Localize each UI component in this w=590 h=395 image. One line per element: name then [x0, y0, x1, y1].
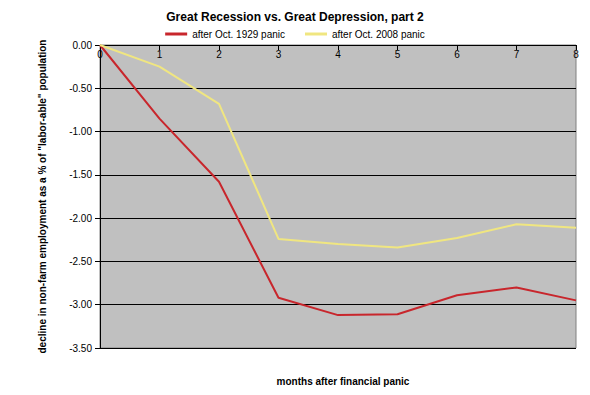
svg-text:decline in non-farm employment: decline in non-farm employment as a % of… [37, 40, 48, 354]
svg-text:0.00: 0.00 [73, 40, 93, 51]
svg-text:4: 4 [335, 49, 341, 60]
svg-text:-3.00: -3.00 [69, 299, 92, 310]
svg-text:5: 5 [395, 49, 401, 60]
svg-text:6: 6 [454, 49, 460, 60]
svg-text:-1.50: -1.50 [69, 169, 92, 180]
svg-text:-3.50: -3.50 [69, 343, 92, 354]
svg-text:8: 8 [573, 49, 579, 60]
svg-text:-1.00: -1.00 [69, 126, 92, 137]
svg-text:3: 3 [276, 49, 282, 60]
svg-text:7: 7 [514, 49, 520, 60]
svg-text:months after financial panic: months after financial panic [277, 376, 410, 387]
svg-text:-0.50: -0.50 [69, 83, 92, 94]
svg-text:-2.00: -2.00 [69, 213, 92, 224]
svg-text:Great Recession vs. Great Depr: Great Recession vs. Great Depression, pa… [166, 10, 424, 24]
svg-text:after Oct. 2008 panic: after Oct. 2008 panic [332, 29, 425, 40]
svg-text:2: 2 [216, 49, 222, 60]
svg-text:0: 0 [97, 49, 103, 60]
svg-text:1: 1 [157, 49, 163, 60]
svg-text:-2.50: -2.50 [69, 256, 92, 267]
svg-text:after Oct. 1929 panic: after Oct. 1929 panic [192, 29, 285, 40]
